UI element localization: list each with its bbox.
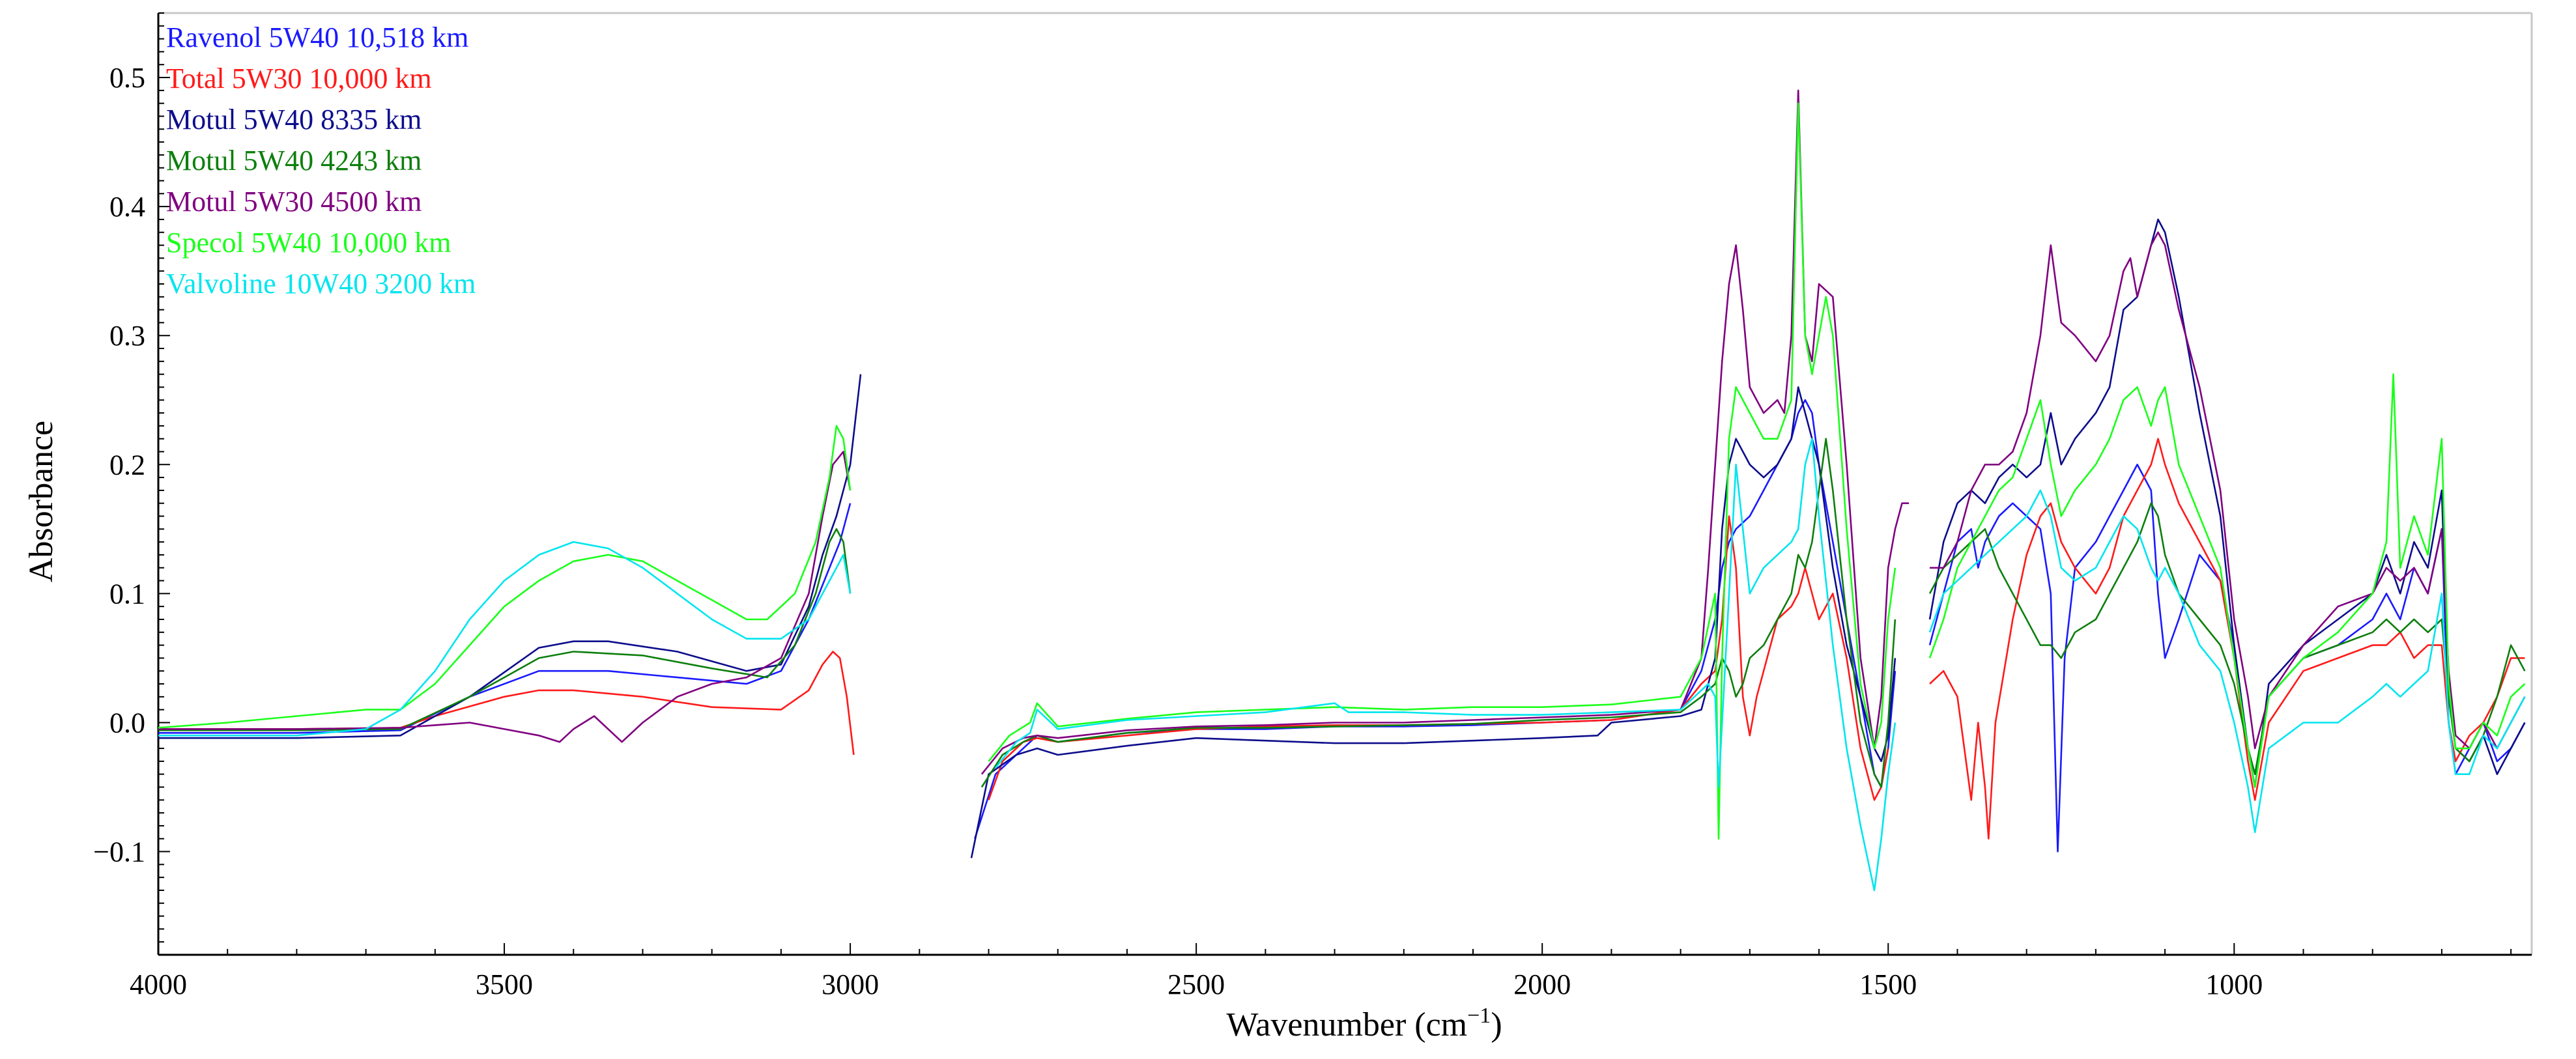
series-line xyxy=(970,386,1896,858)
series-line xyxy=(158,451,852,743)
x-axis-title-end: ) xyxy=(1491,1006,1502,1043)
x-axis-title-main: Wavenumber (cm xyxy=(1226,1006,1467,1043)
series-line xyxy=(158,651,855,755)
x-tick-label: 2000 xyxy=(1513,968,1571,1000)
x-tick-label: 4000 xyxy=(130,968,187,1000)
y-axis-title: Absorbance xyxy=(23,421,60,582)
legend-entry: Valvoline 10W40 3200 km xyxy=(166,268,476,300)
x-tick-label: 1000 xyxy=(2205,968,2263,1000)
legend-entry: Motul 5W40 8335 km xyxy=(166,104,422,135)
series-line xyxy=(1928,373,2526,788)
x-tick-label: 2500 xyxy=(1167,968,1225,1000)
x-axis-ticks: 4000 3500 3000 2500 2000 1500 1000 xyxy=(130,943,2512,1000)
y-tick-label: −0.1 xyxy=(93,836,145,868)
legend-entry: Ravenol 5W40 10,518 km xyxy=(166,21,468,53)
x-tick-label: 1500 xyxy=(1859,968,1917,1000)
y-tick-label: 0.1 xyxy=(109,578,145,610)
series-5 xyxy=(158,89,2526,775)
legend-entry: Motul 5W40 4243 km xyxy=(166,145,422,176)
series-line xyxy=(158,503,852,734)
x-axis-title: Wavenumber (cm−1) xyxy=(1226,1004,1502,1043)
y-tick-label: 0.4 xyxy=(109,191,145,223)
series-layer xyxy=(158,89,2526,892)
x-tick-label: 3500 xyxy=(476,968,533,1000)
legend: Ravenol 5W40 10,518 km Total 5W30 10,000 … xyxy=(166,21,476,300)
y-tick-label: 0.2 xyxy=(109,449,145,481)
legend-entry: Motul 5W30 4500 km xyxy=(166,186,422,218)
series-line xyxy=(988,515,1889,801)
x-tick-label: 3000 xyxy=(822,968,879,1000)
series-line xyxy=(988,102,1896,840)
series-line xyxy=(158,541,852,737)
series-line xyxy=(1928,489,2526,834)
series-line xyxy=(1930,231,2526,750)
legend-entry: Specol 5W40 10,000 km xyxy=(166,227,451,259)
legend-entry: Total 5W30 10,000 km xyxy=(166,63,432,94)
series-line xyxy=(980,438,1896,788)
series-2 xyxy=(158,438,2525,840)
y-tick-label: 0.3 xyxy=(109,320,145,352)
series-line xyxy=(1929,438,2525,840)
series-line xyxy=(158,374,862,739)
x-axis-title-sup: −1 xyxy=(1467,1004,1491,1028)
series-line xyxy=(995,438,1896,892)
y-axis-ticks: −0.1 0.0 0.1 0.2 0.3 0.4 0.5 xyxy=(93,12,170,943)
series-7 xyxy=(158,438,2526,892)
y-tick-label: 0.5 xyxy=(109,62,145,94)
plot-frame xyxy=(157,12,2533,956)
y-tick-label: 0.0 xyxy=(109,707,145,739)
series-line xyxy=(158,528,852,731)
series-line xyxy=(980,89,1910,775)
